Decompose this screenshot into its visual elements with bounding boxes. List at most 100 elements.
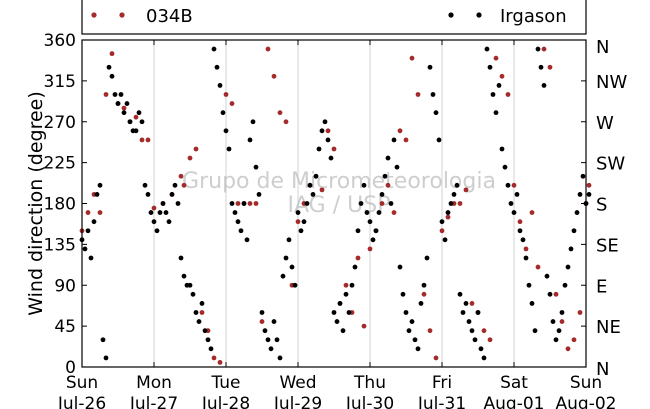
data-point	[283, 255, 289, 261]
data-point	[343, 291, 349, 297]
data-point	[577, 310, 583, 315]
data-point	[517, 219, 523, 225]
y-tick-label: 180	[44, 195, 76, 215]
data-point	[229, 201, 235, 206]
data-point	[199, 301, 205, 306]
data-point	[277, 355, 283, 361]
data-point	[151, 219, 157, 225]
data-point	[565, 264, 571, 270]
x-tick-day-label: Tue	[210, 373, 240, 393]
data-point	[280, 273, 286, 279]
data-point	[427, 328, 433, 334]
data-point	[352, 264, 358, 270]
data-point	[322, 119, 328, 125]
data-point	[364, 210, 370, 215]
legend-marker	[476, 12, 482, 18]
data-point	[229, 101, 235, 106]
y-tick-label: 270	[44, 113, 76, 133]
data-point	[178, 255, 184, 261]
data-point	[133, 128, 139, 134]
x-tick-day-label: Thu	[353, 373, 386, 393]
data-point	[154, 228, 160, 234]
legend-marker	[119, 12, 125, 18]
compass-tick-label: S	[596, 195, 607, 216]
legend-label: 034B	[146, 6, 193, 27]
data-point	[514, 192, 520, 197]
data-point	[172, 182, 178, 188]
compass-tick-label: NW	[596, 72, 627, 93]
data-point	[217, 83, 223, 88]
data-point	[382, 173, 388, 179]
data-point	[526, 282, 532, 288]
data-point	[463, 301, 469, 306]
data-point	[214, 64, 220, 70]
data-point	[571, 337, 577, 343]
data-point	[268, 346, 274, 352]
data-point	[85, 210, 91, 215]
data-point	[253, 201, 259, 206]
data-point	[541, 46, 547, 52]
data-point	[145, 192, 151, 197]
data-points	[79, 46, 592, 365]
data-point	[325, 128, 331, 134]
data-point	[496, 83, 502, 88]
data-point	[295, 210, 301, 215]
data-point	[355, 228, 361, 234]
legend-marker	[91, 12, 97, 18]
data-point	[544, 273, 550, 279]
data-point	[388, 201, 394, 206]
data-point	[373, 228, 379, 234]
data-point	[499, 73, 505, 79]
data-point	[475, 310, 481, 315]
data-point	[175, 201, 181, 206]
data-point	[160, 201, 166, 206]
data-point	[412, 337, 418, 343]
compass-tick-label: N	[596, 37, 609, 58]
data-point	[220, 110, 226, 116]
compass-tick-label: NE	[596, 317, 621, 338]
data-point	[454, 182, 460, 188]
x-tick-date-label: Jul-31	[417, 394, 466, 409]
y-axis-title: Wind direction (degree)	[25, 91, 47, 316]
legend: 034B Irgason	[81, 0, 587, 35]
data-point	[397, 264, 403, 270]
y-tick-label: 90	[54, 276, 76, 296]
y-tick-label: 225	[44, 154, 76, 174]
data-point	[445, 214, 451, 220]
data-point	[367, 219, 373, 225]
y-tick-label: 315	[44, 72, 76, 92]
data-point	[559, 319, 565, 324]
data-point	[232, 210, 238, 215]
x-tick-day-label: Sun	[66, 373, 98, 393]
data-point	[265, 337, 271, 343]
data-point	[163, 210, 169, 215]
compass-tick-label: SE	[596, 235, 619, 256]
data-point	[106, 64, 112, 70]
y-tick-label: 45	[54, 317, 76, 337]
data-point	[463, 187, 469, 193]
compass-tick-label: W	[596, 113, 614, 134]
data-point	[505, 92, 511, 97]
data-point	[403, 310, 409, 315]
data-point	[226, 146, 232, 152]
data-point	[355, 255, 361, 261]
data-point	[109, 73, 115, 79]
data-point	[259, 319, 265, 324]
compass-tick-label: SW	[596, 154, 625, 175]
data-point	[487, 337, 493, 343]
data-point	[127, 119, 133, 125]
series-1	[79, 46, 592, 361]
data-point	[448, 201, 454, 206]
data-point	[337, 301, 343, 306]
data-point	[361, 182, 367, 188]
x-tick-day-label: Mon	[136, 373, 172, 393]
data-point	[115, 101, 121, 106]
data-point	[409, 55, 415, 61]
axes: SunJul-26MonJul-27TueJul-28WedJul-29ThuJ…	[25, 31, 627, 409]
data-point	[511, 182, 517, 188]
data-point	[445, 210, 451, 215]
data-point	[340, 328, 346, 334]
data-point	[217, 360, 223, 365]
data-point	[262, 328, 268, 334]
